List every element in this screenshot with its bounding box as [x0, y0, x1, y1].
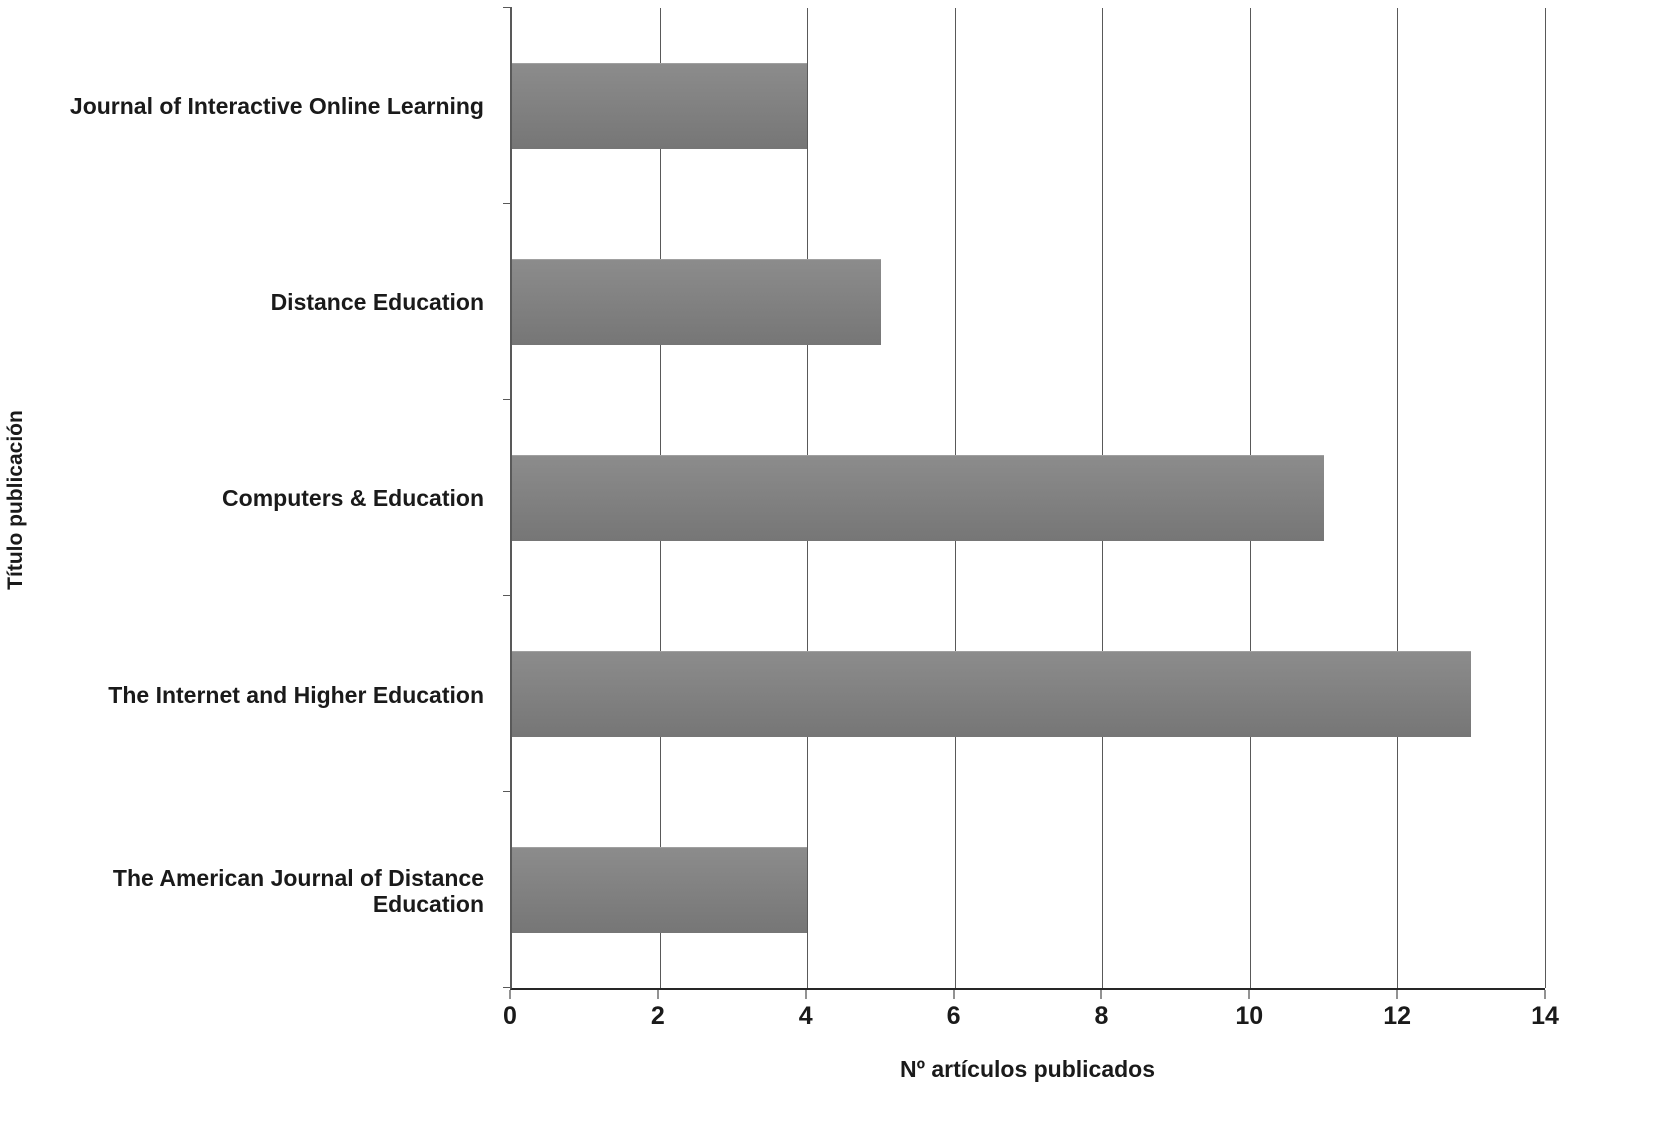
- plot-area: [503, 7, 1546, 990]
- category-label: Computers & Education: [222, 485, 484, 512]
- x-tick-label: 4: [798, 1002, 813, 1030]
- category-label: Journal of Interactive Online Learning: [69, 92, 484, 119]
- bar: [512, 846, 808, 934]
- x-tick-mark: [1544, 990, 1546, 999]
- x-axis-title: Nº artículos publicados: [899, 1056, 1156, 1082]
- y-tick-mark: [503, 7, 512, 8]
- gridline: [1397, 8, 1399, 988]
- bar: [512, 258, 881, 346]
- category-labels: Journal of Interactive Online Learning Di…: [0, 8, 498, 990]
- bar: [512, 62, 808, 150]
- bar: [512, 650, 1472, 738]
- x-tick-label: 10: [1235, 1002, 1264, 1030]
- x-tick-mark: [657, 990, 659, 999]
- y-tick-mark: [503, 595, 512, 596]
- x-tick-label: 8: [1094, 1002, 1109, 1030]
- y-tick-mark: [503, 399, 512, 400]
- x-tick-mark: [953, 990, 955, 999]
- x-tick-label: 14: [1531, 1002, 1559, 1030]
- x-tick-mark: [1100, 990, 1102, 999]
- y-tick-mark: [503, 791, 512, 792]
- gridline: [1545, 8, 1546, 988]
- x-tick-label: 0: [503, 1002, 517, 1030]
- x-tick-label: 2: [650, 1002, 665, 1030]
- y-tick-mark: [503, 203, 512, 204]
- x-tick-mark: [1248, 990, 1250, 999]
- x-tick-mark: [805, 990, 807, 999]
- x-tick-labels: 0 2 4 6 8 10 12 14: [503, 990, 1559, 1034]
- category-label: The American Journal of Distance Educati…: [112, 865, 484, 917]
- category-label: The Internet and Higher Education: [108, 681, 484, 708]
- y-tick-mark: [503, 987, 512, 988]
- x-tick-label: 6: [946, 1002, 961, 1030]
- x-tick-mark: [509, 990, 511, 999]
- category-label: Distance Education: [270, 288, 484, 315]
- x-tick-label: 12: [1383, 1002, 1412, 1030]
- bar: [512, 454, 1324, 542]
- x-tick-mark: [1396, 990, 1398, 999]
